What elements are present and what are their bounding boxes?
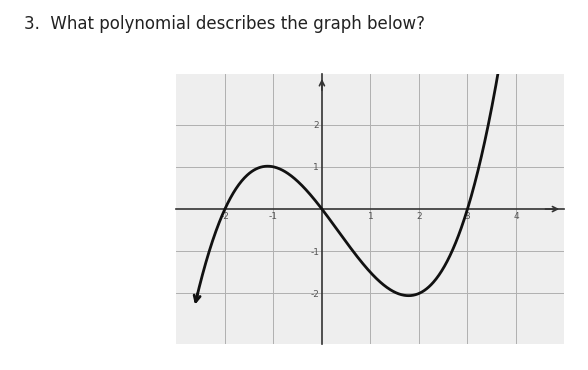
Text: 3.  What polynomial describes the graph below?: 3. What polynomial describes the graph b…	[24, 15, 425, 33]
